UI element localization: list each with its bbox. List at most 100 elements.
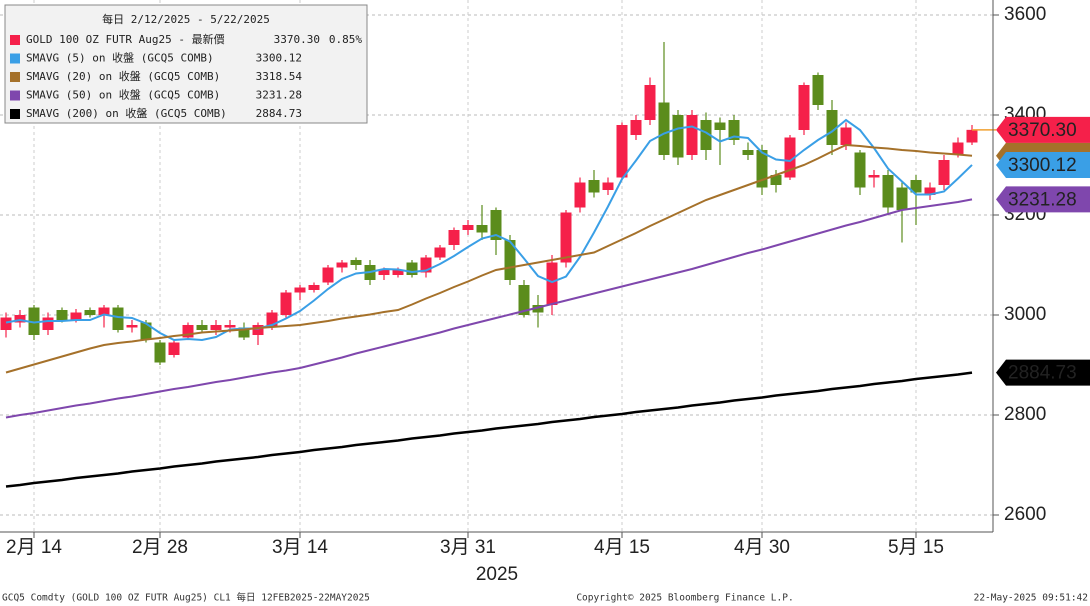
sma-line: [5, 371, 973, 488]
legend-swatch: [10, 35, 20, 45]
candle-body: [420, 257, 432, 273]
candle-body: [168, 342, 180, 355]
legend-swatch: [10, 53, 20, 64]
legend-label: SMAVG (5) on 收盤 (GCQ5 COMB): [26, 51, 214, 65]
candle-body: [952, 142, 964, 155]
candle-body: [616, 125, 628, 178]
candle-body: [350, 260, 362, 265]
candle-body: [518, 285, 530, 315]
candle-body: [280, 292, 292, 315]
candle-body: [896, 187, 908, 210]
legend-value: 2884.73: [256, 107, 302, 120]
x-tick-label: 4月 15: [594, 537, 650, 558]
candle-body: [42, 317, 54, 330]
candle-body: [462, 225, 474, 230]
x-axis-year: 2025: [476, 564, 518, 585]
footer-center: Copyright© 2025 Bloomberg Finance L.P.: [576, 593, 793, 604]
candle-body: [756, 150, 768, 188]
legend-value: 3300.12: [256, 52, 302, 65]
candle-body: [826, 110, 838, 145]
x-tick-label: 4月 30: [734, 537, 790, 558]
value-badge-label: 3370.30: [1008, 120, 1077, 141]
candle-body: [882, 175, 894, 208]
y-tick-label: 2800: [1004, 404, 1046, 425]
candle-body: [182, 325, 194, 338]
candle-body: [812, 75, 824, 105]
legend-label: SMAVG (20) on 收盤 (GCQ5 COMB): [26, 69, 220, 83]
candle-body: [112, 307, 124, 330]
candle-body: [448, 230, 460, 245]
value-badge: [996, 116, 1090, 143]
candle-body: [434, 247, 446, 258]
candle-body: [546, 262, 558, 305]
candle-body: [770, 175, 782, 185]
candle-body: [868, 175, 880, 178]
candle-body: [224, 325, 236, 328]
sma-line: [5, 143, 973, 374]
candle-body: [378, 270, 390, 275]
candle-body: [588, 180, 600, 193]
candle-body: [504, 240, 516, 280]
candle-body: [798, 85, 810, 130]
candle-body: [630, 120, 642, 135]
sma-line: [5, 198, 973, 419]
candle-body: [658, 102, 670, 155]
candle-body: [924, 187, 936, 195]
candle-body: [728, 120, 740, 140]
value-badge-label: 3300.12: [1008, 155, 1077, 176]
plot-area: [0, 42, 996, 488]
value-badge: [996, 186, 1090, 213]
candle-body: [602, 182, 614, 190]
footer-right: 22-May-2025 09:51:42: [974, 593, 1088, 604]
candle-body: [392, 270, 404, 275]
value-badge: [996, 359, 1090, 386]
footer-left: GCQ5 Comdty (GOLD 100 OZ FUTR Aug25) CL1…: [2, 592, 370, 604]
candle-body: [966, 129, 978, 143]
candle-body: [336, 262, 348, 268]
candle-body: [406, 262, 418, 275]
candle-body: [0, 317, 12, 330]
legend-value: 3318.54: [256, 70, 303, 83]
candle-body: [84, 310, 96, 315]
legend-label: GOLD 100 OZ FUTR Aug25 - 最新價: [26, 32, 225, 46]
candle-body: [308, 285, 320, 290]
legend-swatch: [10, 72, 20, 82]
candle-body: [560, 212, 572, 263]
legend-value: 3231.28: [256, 89, 302, 102]
candle-body: [910, 180, 922, 193]
y-tick-label: 3000: [1004, 304, 1046, 325]
candle-body: [574, 182, 586, 208]
candle-body: [742, 150, 754, 155]
legend-label: SMAVG (50) on 收盤 (GCQ5 COMB): [26, 88, 220, 102]
legend-label: SMAVG (200) on 收盤 (GCQ5 COMB): [26, 106, 227, 120]
x-tick-label: 3月 31: [440, 537, 496, 558]
candle-body: [490, 210, 502, 240]
candle-body: [28, 307, 40, 335]
candle-body: [322, 267, 334, 283]
legend-value: 3370.30: [274, 33, 320, 46]
legend-swatch: [10, 109, 20, 119]
candle-body: [266, 312, 278, 328]
legend: 每日 2/12/2025 - 5/22/2025 GOLD 100 OZ FUT…: [4, 4, 368, 124]
legend-swatch: [10, 90, 20, 101]
y-tick-label: 2600: [1004, 504, 1046, 525]
value-badge-label: 3231.28: [1008, 189, 1077, 210]
candle-body: [14, 315, 26, 323]
value-badge: [996, 151, 1090, 178]
legend-change: 0.85%: [329, 33, 362, 46]
candle-body: [196, 325, 208, 330]
candle-body: [854, 152, 866, 188]
candle-body: [252, 325, 264, 335]
x-tick-label: 2月 14: [6, 537, 62, 558]
candle-body: [56, 310, 68, 320]
candle-body: [70, 312, 82, 320]
x-tick-label: 2月 28: [132, 537, 188, 558]
candle-body: [126, 325, 138, 328]
candle-body: [644, 85, 656, 120]
legend-title: 每日 2/12/2025 - 5/22/2025: [102, 12, 270, 26]
candle-body: [700, 120, 712, 150]
candle-body: [238, 327, 250, 338]
x-tick-label: 3月 14: [272, 537, 328, 558]
